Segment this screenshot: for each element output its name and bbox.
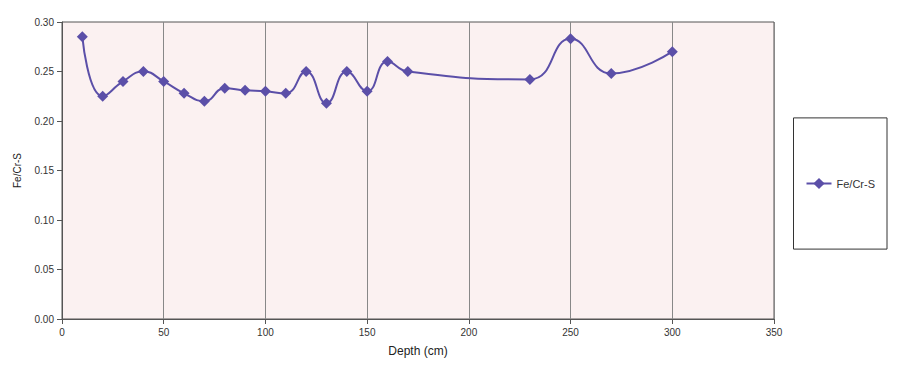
svg-text:100: 100 — [257, 327, 274, 338]
svg-text:200: 200 — [461, 327, 478, 338]
svg-text:250: 250 — [562, 327, 579, 338]
svg-text:Depth (cm): Depth (cm) — [388, 344, 447, 358]
svg-text:0.20: 0.20 — [35, 116, 55, 127]
svg-text:Fe/Cr-S: Fe/Cr-S — [12, 153, 23, 188]
svg-text:0.25: 0.25 — [35, 66, 55, 77]
svg-text:0: 0 — [59, 327, 65, 338]
svg-text:0.05: 0.05 — [35, 264, 55, 275]
svg-text:50: 50 — [158, 327, 170, 338]
svg-text:0.30: 0.30 — [35, 17, 55, 28]
svg-text:150: 150 — [359, 327, 376, 338]
svg-text:350: 350 — [766, 327, 783, 338]
svg-text:0.15: 0.15 — [35, 165, 55, 176]
svg-text:Fe/Cr-S: Fe/Cr-S — [837, 178, 876, 190]
svg-text:300: 300 — [664, 327, 681, 338]
svg-text:0.00: 0.00 — [35, 314, 55, 325]
svg-text:0.10: 0.10 — [35, 215, 55, 226]
